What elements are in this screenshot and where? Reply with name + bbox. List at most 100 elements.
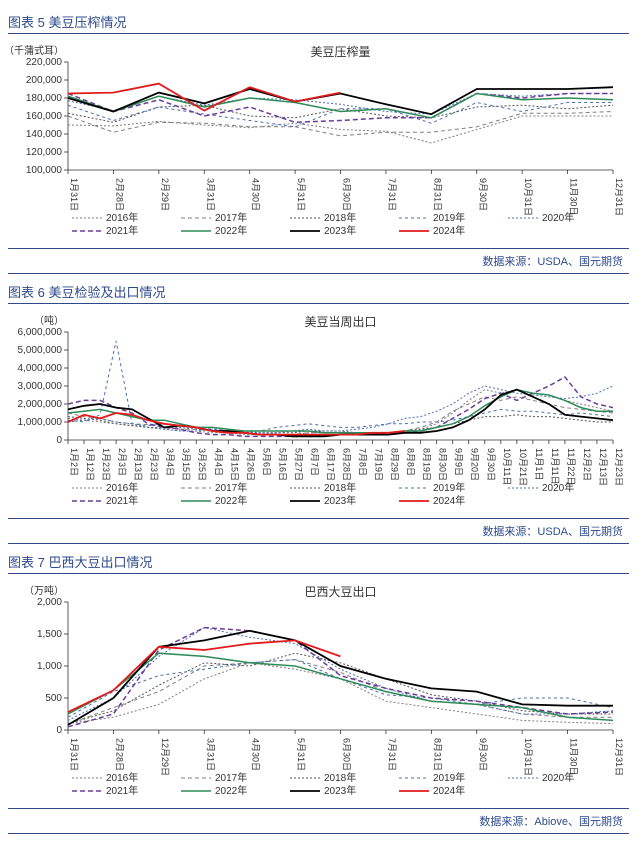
- svg-text:2022年: 2022年: [215, 224, 247, 237]
- series-line: [68, 653, 613, 723]
- svg-text:7月31日: 7月31日: [387, 178, 397, 211]
- svg-text:2018年: 2018年: [324, 771, 356, 784]
- chart-section-chart3: 图表 7 巴西大豆出口情况（万吨）巴西大豆出口05001,0001,5002,0…: [8, 548, 629, 834]
- svg-text:9月30日: 9月30日: [486, 448, 496, 481]
- svg-text:2020年: 2020年: [542, 771, 574, 784]
- svg-text:500: 500: [45, 693, 62, 704]
- svg-text:2,000,000: 2,000,000: [18, 399, 63, 410]
- svg-text:4月26日: 4月26日: [245, 448, 255, 481]
- svg-text:12月13日: 12月13日: [598, 448, 608, 486]
- svg-text:2017年: 2017年: [215, 211, 247, 224]
- svg-text:5月6日: 5月6日: [261, 448, 271, 476]
- svg-text:11月1日: 11月1日: [534, 448, 544, 480]
- svg-text:2024年: 2024年: [433, 224, 465, 237]
- svg-text:3月31日: 3月31日: [205, 738, 215, 771]
- svg-text:1月23日: 1月23日: [101, 448, 111, 481]
- svg-text:12月29日: 12月29日: [160, 738, 170, 776]
- svg-text:3月31日: 3月31日: [205, 178, 215, 211]
- svg-text:2月28日: 2月28日: [114, 178, 124, 211]
- svg-text:2018年: 2018年: [324, 481, 356, 494]
- svg-text:2019年: 2019年: [433, 211, 465, 224]
- line-chart: （吨）美豆当周出口01,000,0002,000,0003,000,0004,0…: [8, 308, 623, 518]
- svg-text:11月30日: 11月30日: [569, 178, 579, 215]
- svg-text:1,500: 1,500: [37, 629, 62, 640]
- svg-text:1月31日: 1月31日: [69, 738, 79, 771]
- svg-text:6,000,000: 6,000,000: [18, 327, 63, 338]
- svg-text:2021年: 2021年: [106, 784, 138, 797]
- svg-text:2018年: 2018年: [324, 211, 356, 224]
- svg-text:12月2日: 12月2日: [582, 448, 592, 481]
- chart-section-chart1: 图表 5 美豆压榨情况（千蒲式耳）美豆压榨量100,000120,000140,…: [8, 8, 629, 274]
- svg-text:8月31日: 8月31日: [432, 738, 442, 771]
- svg-text:8月8日: 8月8日: [406, 448, 416, 476]
- svg-text:4月30日: 4月30日: [251, 738, 261, 771]
- svg-text:2021年: 2021年: [106, 494, 138, 507]
- svg-text:（吨）: （吨）: [34, 314, 64, 327]
- svg-text:6月17日: 6月17日: [325, 448, 335, 481]
- svg-text:2016年: 2016年: [106, 771, 138, 784]
- svg-text:5月31日: 5月31日: [296, 178, 306, 211]
- svg-text:4,000,000: 4,000,000: [18, 363, 63, 374]
- svg-text:2月3日: 2月3日: [117, 448, 127, 476]
- svg-text:8月30日: 8月30日: [438, 448, 448, 481]
- svg-text:7月31日: 7月31日: [387, 738, 397, 771]
- svg-text:100,000: 100,000: [26, 165, 63, 176]
- svg-text:2024年: 2024年: [433, 494, 465, 507]
- svg-text:8月19日: 8月19日: [422, 448, 432, 481]
- series-line: [68, 660, 613, 725]
- svg-text:2017年: 2017年: [215, 481, 247, 494]
- svg-text:1月2日: 1月2日: [69, 448, 79, 476]
- svg-text:（千蒲式耳）: （千蒲式耳）: [8, 44, 64, 57]
- svg-text:巴西大豆出口: 巴西大豆出口: [304, 585, 376, 599]
- svg-text:1月12日: 1月12日: [85, 448, 95, 481]
- svg-text:10月31日: 10月31日: [523, 738, 533, 776]
- series-line: [68, 415, 613, 433]
- svg-text:10月31日: 10月31日: [523, 178, 533, 216]
- svg-text:2月23日: 2月23日: [149, 448, 159, 481]
- svg-text:1,000: 1,000: [37, 661, 62, 672]
- svg-text:5,000,000: 5,000,000: [18, 345, 63, 356]
- chart-plot-area: （千蒲式耳）美豆压榨量100,000120,000140,000160,0001…: [8, 34, 629, 248]
- svg-text:2月28日: 2月28日: [114, 738, 124, 771]
- svg-text:7月8日: 7月8日: [358, 448, 368, 476]
- line-chart: （万吨）巴西大豆出口05001,0001,5002,0001月31日2月28日1…: [8, 578, 623, 808]
- svg-text:6月28日: 6月28日: [342, 448, 352, 481]
- svg-text:2020年: 2020年: [542, 211, 574, 224]
- svg-text:美豆当周出口: 美豆当周出口: [304, 315, 376, 329]
- svg-text:6月30日: 6月30日: [342, 738, 352, 771]
- chart-source: 数据来源：USDA、国元期货: [8, 248, 629, 274]
- svg-text:3月4日: 3月4日: [165, 448, 175, 476]
- svg-text:8月31日: 8月31日: [432, 178, 442, 211]
- svg-text:12月31日: 12月31日: [614, 738, 623, 776]
- svg-text:3月25日: 3月25日: [197, 448, 207, 481]
- series-line: [68, 112, 613, 136]
- svg-text:9月20日: 9月20日: [470, 448, 480, 481]
- series-line: [68, 660, 613, 718]
- svg-text:140,000: 140,000: [26, 129, 63, 140]
- svg-text:7月19日: 7月19日: [374, 448, 384, 481]
- svg-text:美豆压榨量: 美豆压榨量: [310, 44, 370, 59]
- series-line: [68, 631, 613, 725]
- svg-text:2017年: 2017年: [215, 771, 247, 784]
- svg-text:4月30日: 4月30日: [251, 178, 261, 211]
- svg-text:5月16日: 5月16日: [277, 448, 287, 481]
- svg-text:0: 0: [56, 725, 62, 736]
- svg-text:1月31日: 1月31日: [69, 178, 79, 211]
- svg-text:11月22日: 11月22日: [566, 448, 576, 485]
- svg-text:4月4日: 4月4日: [213, 448, 223, 476]
- svg-text:2月29日: 2月29日: [160, 178, 170, 211]
- svg-text:8月29日: 8月29日: [390, 448, 400, 481]
- svg-text:2023年: 2023年: [324, 224, 356, 237]
- svg-text:9月30日: 9月30日: [478, 738, 488, 771]
- svg-text:5月31日: 5月31日: [296, 738, 306, 771]
- svg-text:220,000: 220,000: [26, 57, 63, 68]
- svg-text:2月13日: 2月13日: [133, 448, 143, 481]
- series-line: [68, 390, 613, 437]
- svg-text:12月23日: 12月23日: [614, 448, 623, 486]
- svg-text:10月21日: 10月21日: [518, 448, 528, 486]
- svg-text:6月7日: 6月7日: [309, 448, 319, 476]
- chart-section-title: 图表 5 美豆压榨情况: [8, 8, 629, 34]
- series-line: [68, 628, 613, 727]
- chart-source: 数据来源：Abiove、国元期货: [8, 808, 629, 834]
- svg-text:9月30日: 9月30日: [478, 178, 488, 211]
